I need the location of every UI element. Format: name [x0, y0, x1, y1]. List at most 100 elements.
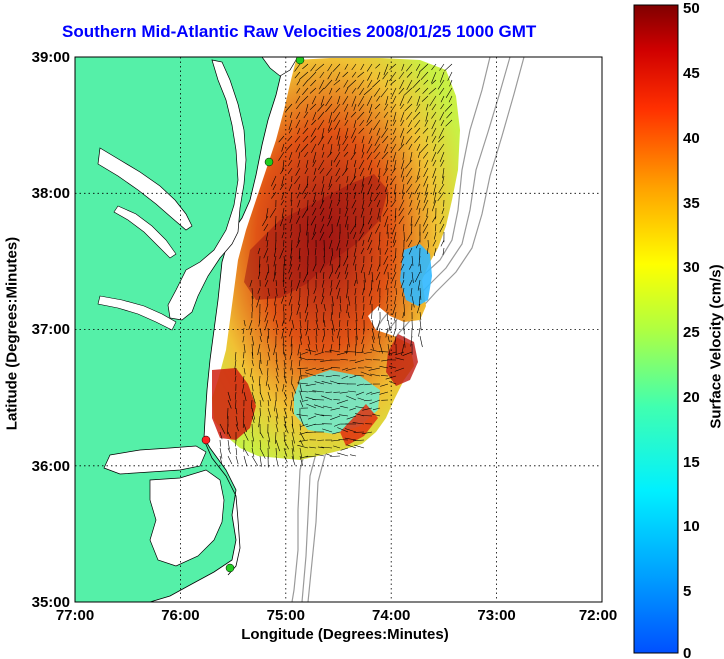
velocity-vector — [258, 375, 261, 386]
velocity-vector — [299, 391, 303, 401]
velocity-vector — [371, 279, 373, 291]
velocity-vector — [448, 95, 453, 103]
velocity-vector — [280, 167, 285, 175]
velocity-vector — [314, 413, 325, 417]
velocity-vector — [312, 263, 317, 272]
velocity-vector — [439, 87, 445, 95]
velocity-vector — [359, 223, 365, 234]
velocity-vector — [400, 111, 405, 122]
velocity-vector — [327, 151, 333, 158]
velocity-vector — [312, 175, 317, 182]
velocity-vector — [319, 223, 325, 233]
velocity-vector — [283, 399, 288, 407]
velocity-vector — [243, 447, 249, 457]
velocity-vector — [321, 367, 333, 371]
velocity-vector — [352, 439, 365, 442]
velocity-vector — [431, 119, 437, 130]
station-marker[interactable] — [225, 563, 235, 573]
velocity-vector — [304, 119, 309, 128]
velocity-vector — [304, 303, 309, 314]
velocity-vector — [299, 319, 302, 329]
velocity-vector — [402, 311, 405, 318]
velocity-vector — [406, 127, 413, 134]
velocity-vector — [337, 135, 341, 146]
velocity-vector — [421, 95, 429, 102]
velocity-vector — [296, 103, 301, 110]
velocity-vector — [403, 303, 405, 316]
velocity-vector — [439, 223, 445, 233]
velocity-vector — [283, 255, 286, 266]
velocity-vector — [394, 335, 397, 345]
velocity-vector — [265, 375, 269, 386]
velocity-vector — [374, 103, 381, 110]
chesapeake-bay — [167, 59, 247, 321]
velocity-vector — [291, 239, 293, 251]
velocity-vector — [409, 279, 413, 286]
velocity-vector — [433, 143, 437, 152]
velocity-vector — [379, 335, 381, 345]
velocity-vector — [283, 439, 289, 450]
velocity-vector — [315, 319, 319, 329]
velocity-vector — [359, 87, 365, 96]
velocity-vector — [345, 159, 349, 172]
velocity-vector — [291, 175, 293, 183]
station-marker[interactable] — [264, 157, 274, 167]
velocity-vector — [344, 127, 349, 139]
velocity-vector — [297, 231, 301, 243]
velocity-vector — [353, 247, 357, 257]
velocity-vector — [425, 111, 429, 122]
velocity-vector — [251, 439, 253, 448]
velocity-vector — [288, 263, 293, 274]
station-marker[interactable] — [295, 56, 305, 65]
velocity-vector — [251, 343, 254, 356]
velocity-vector — [251, 407, 256, 420]
velocity-vector — [274, 295, 277, 306]
velocity-vector — [346, 444, 357, 449]
velocity-vector — [362, 215, 365, 227]
velocity-vector — [297, 263, 301, 271]
velocity-vector — [300, 423, 309, 427]
velocity-vector — [299, 335, 302, 345]
velocity-vector — [425, 135, 429, 143]
velocity-vector — [295, 167, 301, 176]
velocity-vector — [321, 127, 325, 140]
velocity-vector — [402, 351, 413, 356]
velocity-vector — [258, 271, 261, 280]
velocity-vector — [402, 223, 405, 232]
velocity-vector — [374, 111, 381, 119]
velocity-vector — [363, 271, 366, 283]
velocity-vector — [415, 175, 421, 183]
velocity-vector — [299, 71, 309, 80]
velocity-vector — [305, 103, 309, 113]
velocity-vector — [314, 351, 325, 356]
velocity-vector — [394, 311, 397, 321]
velocity-vector — [307, 287, 310, 296]
velocity-vector — [337, 427, 349, 433]
velocity-vector — [380, 87, 389, 98]
velocity-vector — [278, 135, 285, 143]
velocity-vector — [390, 143, 397, 153]
velocity-vector — [361, 199, 365, 210]
velocity-vector — [312, 183, 317, 192]
colorbar — [633, 4, 679, 654]
velocity-vector — [412, 111, 421, 120]
velocity-vector — [243, 423, 247, 433]
velocity-vector — [353, 231, 357, 239]
station-marker[interactable] — [201, 435, 211, 445]
velocity-vector — [344, 207, 349, 217]
velocity-vector — [243, 367, 246, 375]
velocity-vector — [335, 279, 341, 290]
velocity-vector — [376, 199, 381, 208]
velocity-vector — [248, 319, 253, 330]
velocity-vector — [343, 79, 349, 88]
velocity-vector — [302, 79, 309, 87]
velocity-vector — [275, 431, 277, 444]
pamlico-sound — [149, 469, 225, 567]
velocity-vector — [406, 79, 413, 91]
velocity-vector — [299, 431, 305, 441]
velocity-vector — [283, 343, 285, 355]
velocity-vector — [338, 191, 341, 202]
velocity-vector — [283, 455, 288, 463]
velocity-vector — [275, 287, 278, 297]
velocity-vector — [431, 199, 437, 212]
